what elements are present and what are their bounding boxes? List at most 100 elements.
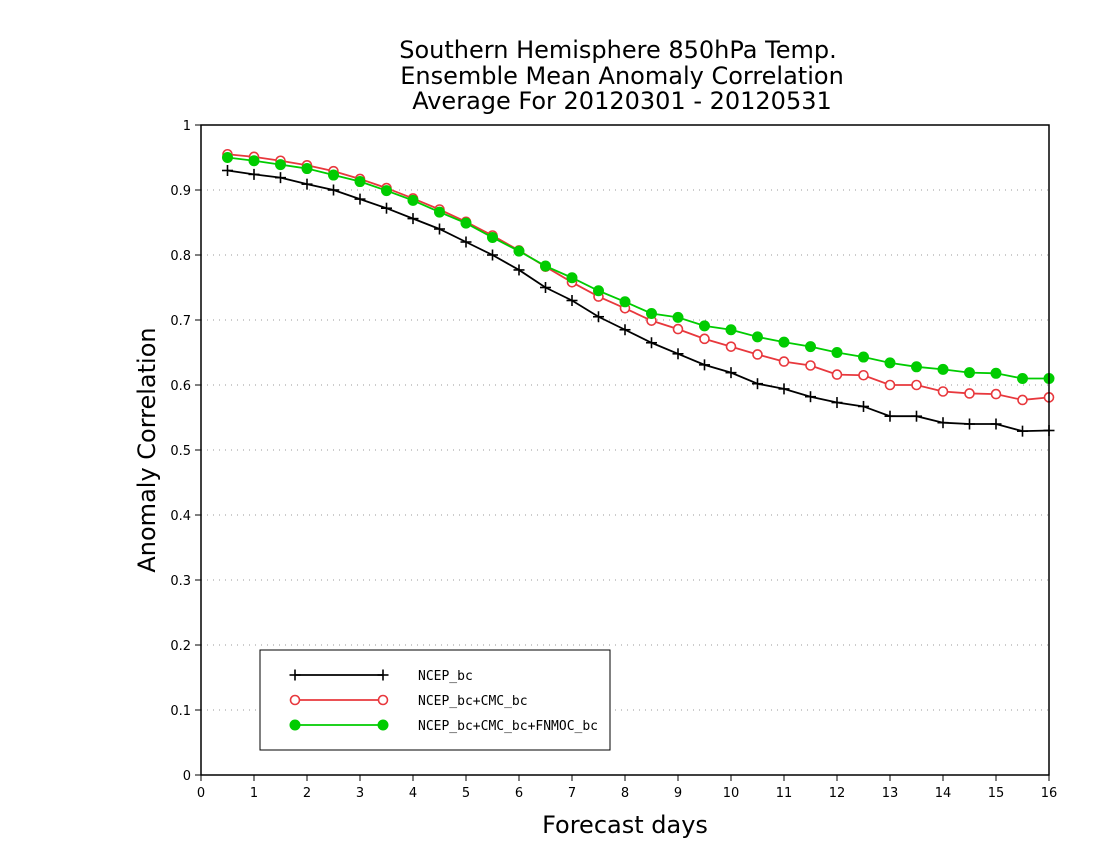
chart-title: Southern Hemisphere 850hPa Temp. Ensembl… (399, 36, 844, 115)
data-point (566, 295, 578, 306)
data-point (858, 351, 869, 363)
data-point (593, 285, 604, 297)
x-tick-label: 2 (303, 786, 311, 801)
data-point (884, 379, 896, 391)
data-point (1017, 425, 1028, 437)
data-point (858, 400, 869, 412)
data-point (937, 386, 949, 397)
data-point (911, 361, 922, 373)
legend-label: NCEP_bc (418, 669, 473, 684)
data-point (407, 213, 419, 225)
title-line-1: Southern Hemisphere 850hPa Temp. (399, 36, 836, 64)
axis-ticks: 00.10.20.30.40.50.60.70.80.910 1 2 3 4 5 6 7 8 9 1… (170, 119, 1057, 801)
legend-marker-end (377, 719, 389, 731)
data-point (990, 367, 1002, 379)
data-point (275, 172, 286, 184)
series-line (227, 156, 1049, 380)
x-tick-label: 8 (621, 786, 629, 801)
data-point (646, 337, 657, 349)
data-point (513, 245, 525, 257)
x-tick-label: 14 (935, 786, 952, 801)
legend-marker-end (377, 669, 389, 681)
x-tick-label: 3 (356, 786, 364, 801)
y-tick-label: 0.1 (170, 704, 191, 719)
x-tick-label: 13 (882, 786, 899, 801)
data-point (619, 296, 631, 308)
x-tick-label: 7 (568, 786, 576, 801)
y-tick-label: 0.4 (170, 509, 191, 524)
data-point (222, 165, 233, 176)
data-point (460, 236, 472, 248)
data-point (460, 217, 472, 229)
title-line-2: Ensemble Mean Anomaly Correlation (400, 62, 844, 90)
x-tick-label: 6 (515, 786, 523, 801)
data-point (964, 418, 975, 430)
x-tick-label: 9 (674, 786, 682, 801)
series-3 (222, 152, 1055, 384)
data-point (513, 264, 525, 276)
title-line-3: Average For 20120301 - 20120531 (412, 87, 832, 115)
data-point (937, 417, 949, 429)
x-tick-label: 4 (409, 786, 417, 801)
data-point (1017, 373, 1028, 384)
y-tick-label: 1 (183, 119, 191, 134)
y-tick-label: 0.2 (170, 639, 191, 654)
legend-label: NCEP_bc+CMC_bc+FNMOC_bc (418, 719, 598, 734)
plot-frame (200, 124, 1050, 776)
series-1 (222, 165, 1055, 437)
x-tick-label: 11 (776, 786, 793, 801)
series-line (227, 169, 1050, 433)
data-point (222, 152, 233, 163)
legend-marker-end (377, 694, 389, 706)
data-point (407, 194, 419, 206)
data-point (752, 331, 763, 343)
series-2 (222, 148, 1055, 406)
data-point (805, 360, 816, 371)
data-point (593, 311, 604, 323)
data-point (831, 347, 843, 358)
y-axis-label: Anomaly Correlation (133, 327, 161, 572)
x-axis-label: Forecast days (542, 811, 708, 839)
data-point (990, 418, 1002, 430)
data-point (301, 178, 313, 190)
data-point (646, 308, 657, 319)
legend-marker-start (289, 719, 301, 731)
legend: NCEP_bc NCEP_bc+CMC_bc NCEP_bc+CMC_bc+FNMO… (259, 649, 611, 751)
data-point (566, 272, 578, 284)
data-point (911, 410, 922, 422)
y-tick-label: 0.6 (170, 379, 191, 394)
y-tick-label: 0.8 (170, 249, 191, 264)
data-point (275, 159, 286, 171)
data-point (672, 348, 684, 360)
data-point (831, 397, 843, 409)
data-point (778, 336, 790, 348)
legend-marker-start (289, 669, 301, 681)
x-tick-label: 15 (988, 786, 1005, 801)
legend-item-3: NCEP_bc+CMC_bc+FNMOC_bc (289, 719, 598, 734)
series-layer (222, 148, 1055, 437)
data-point (699, 333, 710, 345)
data-point (619, 324, 631, 336)
data-point (699, 359, 710, 371)
data-point (884, 357, 896, 369)
data-point (248, 155, 260, 167)
data-point (990, 388, 1002, 400)
x-tick-label: 5 (462, 786, 470, 801)
y-tick-label: 0.3 (170, 574, 191, 589)
data-point (248, 168, 260, 180)
y-tick-label: 0 (183, 769, 191, 784)
data-point (540, 260, 551, 272)
data-point (964, 388, 975, 399)
legend-item-1: NCEP_bc (289, 669, 473, 684)
data-point (381, 202, 392, 214)
data-point (354, 193, 366, 205)
data-point (672, 311, 684, 323)
data-point (911, 379, 922, 391)
data-point (725, 341, 737, 352)
data-point (752, 349, 763, 360)
x-tick-label: 12 (829, 786, 846, 801)
x-tick-label: 10 (723, 786, 740, 801)
data-point (487, 231, 498, 243)
data-point (328, 184, 339, 196)
